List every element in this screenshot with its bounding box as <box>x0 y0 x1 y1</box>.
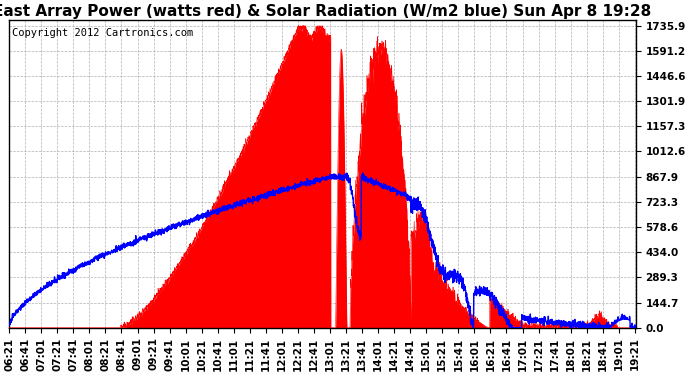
Title: East Array Power (watts red) & Solar Radiation (W/m2 blue) Sun Apr 8 19:28: East Array Power (watts red) & Solar Rad… <box>0 4 651 19</box>
Text: Copyright 2012 Cartronics.com: Copyright 2012 Cartronics.com <box>12 28 194 38</box>
